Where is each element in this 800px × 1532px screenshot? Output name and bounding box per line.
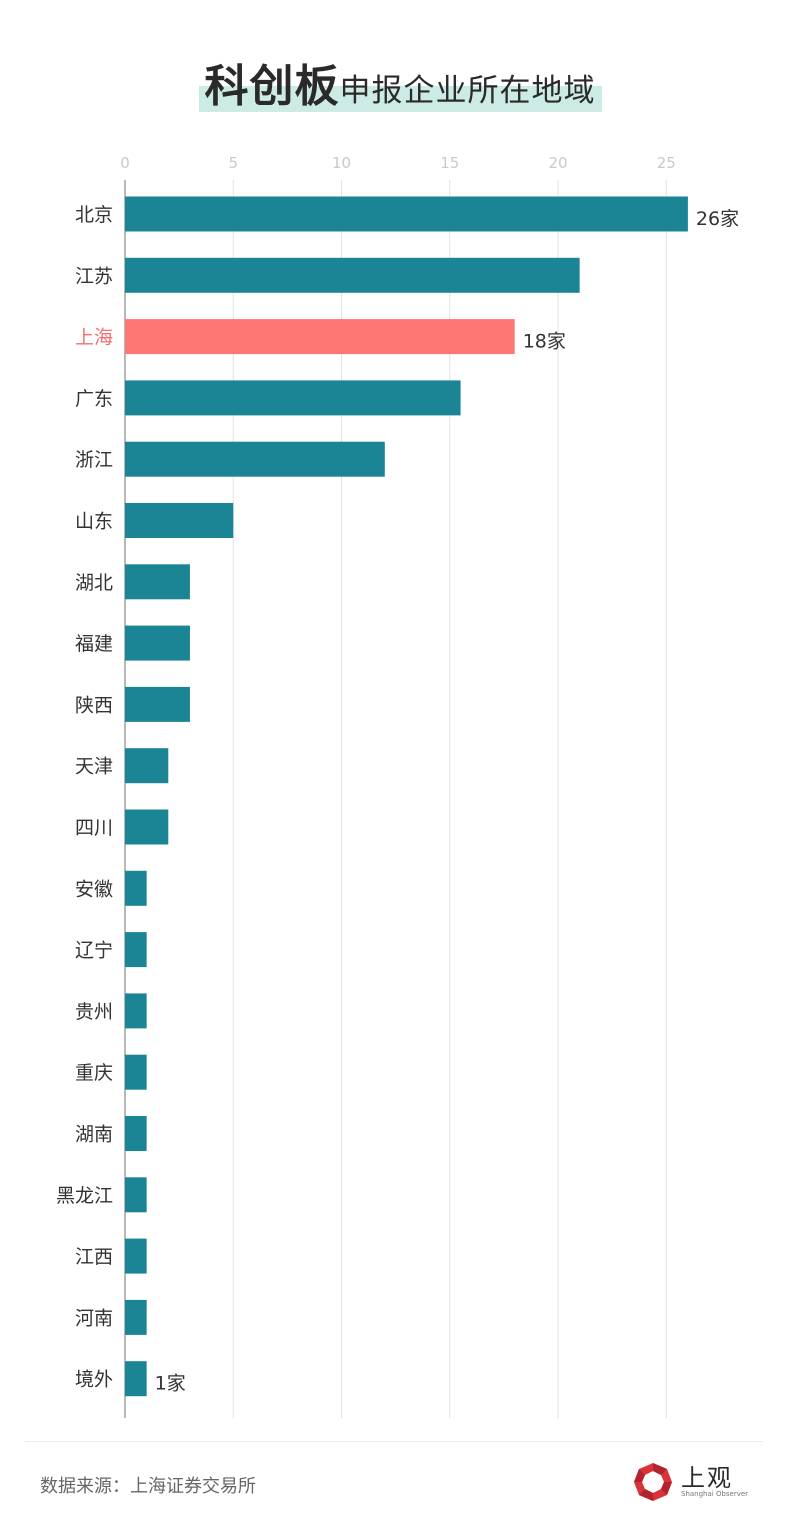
category-label-安徽: 安徽 [75, 878, 113, 900]
category-label-广东: 广东 [75, 388, 113, 410]
bar-江苏 [125, 257, 580, 293]
bar-山东 [125, 503, 234, 538]
category-label-黑龙江: 黑龙江 [56, 1185, 113, 1207]
category-label-天津: 天津 [75, 756, 113, 778]
bar-四川 [125, 809, 169, 845]
bar-陕西 [125, 686, 190, 722]
category-label-江苏: 江苏 [75, 265, 113, 287]
bar-layer [125, 196, 688, 1397]
title-bold-part: 科创板 [204, 61, 340, 112]
bar-浙江 [125, 441, 385, 477]
category-label-河南: 河南 [75, 1307, 113, 1329]
bar-广东 [125, 380, 461, 416]
bar-江西 [125, 1238, 147, 1274]
logo-mark-icon [634, 1463, 672, 1501]
category-label-贵州: 贵州 [75, 1001, 113, 1023]
category-label-湖南: 湖南 [75, 1124, 113, 1146]
bar-湖北 [125, 564, 190, 600]
logo-text: 上观 [681, 1464, 733, 1492]
bar-重庆 [125, 1054, 147, 1090]
x-tick-label-0: 0 [120, 154, 130, 172]
category-label-湖北: 湖北 [75, 572, 113, 594]
x-tick-label-25: 25 [657, 154, 676, 172]
title-highlight-band [198, 86, 602, 112]
category-label-山东: 山东 [75, 511, 113, 533]
x-tick-label-10: 10 [332, 154, 351, 172]
x-tick-label-15: 15 [440, 154, 459, 172]
chart-title: 科创板申报企业所在地域 [0, 50, 800, 114]
bar-福建 [125, 625, 190, 661]
x-tick-label-20: 20 [548, 154, 567, 172]
category-label-境外: 境外 [75, 1369, 113, 1391]
title-rest-part: 申报企业所在地域 [339, 73, 596, 109]
x-tick-label-5: 5 [228, 154, 238, 172]
logo-subtitle: Shanghai Observer [681, 1490, 749, 1498]
category-label-辽宁: 辽宁 [75, 940, 113, 962]
shanghai-observer-logo: 上观 Shanghai Observer [633, 1458, 758, 1508]
bar-辽宁 [125, 932, 147, 968]
bar-湖南 [125, 1116, 147, 1151]
bar-境外 [125, 1361, 147, 1397]
data-source-text: 数据来源：上海证券交易所 [40, 1476, 256, 1497]
category-label-北京: 北京 [75, 204, 113, 226]
bar-黑龙江 [125, 1177, 147, 1213]
bar-北京 [125, 196, 688, 232]
category-label-浙江: 浙江 [75, 449, 113, 471]
data-label-北京: 26家 [696, 208, 739, 230]
title-wrap: 科创板申报企业所在地域 [198, 50, 602, 114]
category-label-重庆: 重庆 [75, 1062, 113, 1084]
category-label-上海: 上海 [75, 327, 113, 349]
category-label-四川: 四川 [75, 817, 113, 839]
bar-上海 [125, 319, 515, 355]
footer-divider [25, 1441, 763, 1442]
category-label-江西: 江西 [75, 1246, 113, 1268]
data-label-上海: 18家 [523, 331, 566, 353]
bar-天津 [125, 748, 169, 784]
grid-layer [124, 180, 667, 1418]
category-label-陕西: 陕西 [75, 694, 113, 716]
bar-贵州 [125, 993, 147, 1029]
data-label-境外: 1家 [155, 1373, 186, 1395]
category-label-福建: 福建 [75, 633, 113, 655]
bar-安徽 [125, 870, 147, 906]
bar-河南 [125, 1299, 147, 1335]
